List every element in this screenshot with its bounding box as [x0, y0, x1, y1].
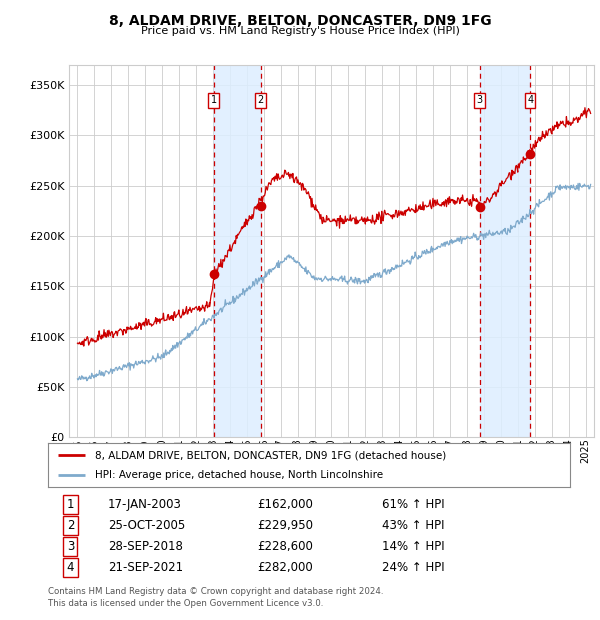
Text: 1: 1 — [211, 95, 217, 105]
Text: 4: 4 — [527, 95, 533, 105]
Text: 25-OCT-2005: 25-OCT-2005 — [108, 519, 185, 532]
Text: 2: 2 — [257, 95, 264, 105]
Text: 3: 3 — [476, 95, 482, 105]
Text: This data is licensed under the Open Government Licence v3.0.: This data is licensed under the Open Gov… — [48, 599, 323, 608]
Text: £162,000: £162,000 — [257, 498, 313, 511]
Text: £228,600: £228,600 — [257, 540, 313, 553]
Text: £282,000: £282,000 — [257, 561, 313, 574]
Text: 28-SEP-2018: 28-SEP-2018 — [108, 540, 183, 553]
Bar — [479, 65, 530, 437]
Text: 3: 3 — [67, 540, 74, 553]
Text: Price paid vs. HM Land Registry's House Price Index (HPI): Price paid vs. HM Land Registry's House … — [140, 26, 460, 36]
Text: 61% ↑ HPI: 61% ↑ HPI — [382, 498, 445, 511]
Text: 24% ↑ HPI: 24% ↑ HPI — [382, 561, 445, 574]
Text: 4: 4 — [67, 561, 74, 574]
Text: HPI: Average price, detached house, North Lincolnshire: HPI: Average price, detached house, Nort… — [95, 470, 383, 480]
Text: 8, ALDAM DRIVE, BELTON, DONCASTER, DN9 1FG (detached house): 8, ALDAM DRIVE, BELTON, DONCASTER, DN9 1… — [95, 450, 446, 460]
Bar — [214, 65, 261, 437]
Text: £229,950: £229,950 — [257, 519, 313, 532]
Text: 14% ↑ HPI: 14% ↑ HPI — [382, 540, 445, 553]
Text: Contains HM Land Registry data © Crown copyright and database right 2024.: Contains HM Land Registry data © Crown c… — [48, 587, 383, 596]
Text: 43% ↑ HPI: 43% ↑ HPI — [382, 519, 445, 532]
Text: 21-SEP-2021: 21-SEP-2021 — [108, 561, 183, 574]
Text: 1: 1 — [67, 498, 74, 511]
Text: 2: 2 — [67, 519, 74, 532]
Text: 17-JAN-2003: 17-JAN-2003 — [108, 498, 182, 511]
Text: 8, ALDAM DRIVE, BELTON, DONCASTER, DN9 1FG: 8, ALDAM DRIVE, BELTON, DONCASTER, DN9 1… — [109, 14, 491, 28]
